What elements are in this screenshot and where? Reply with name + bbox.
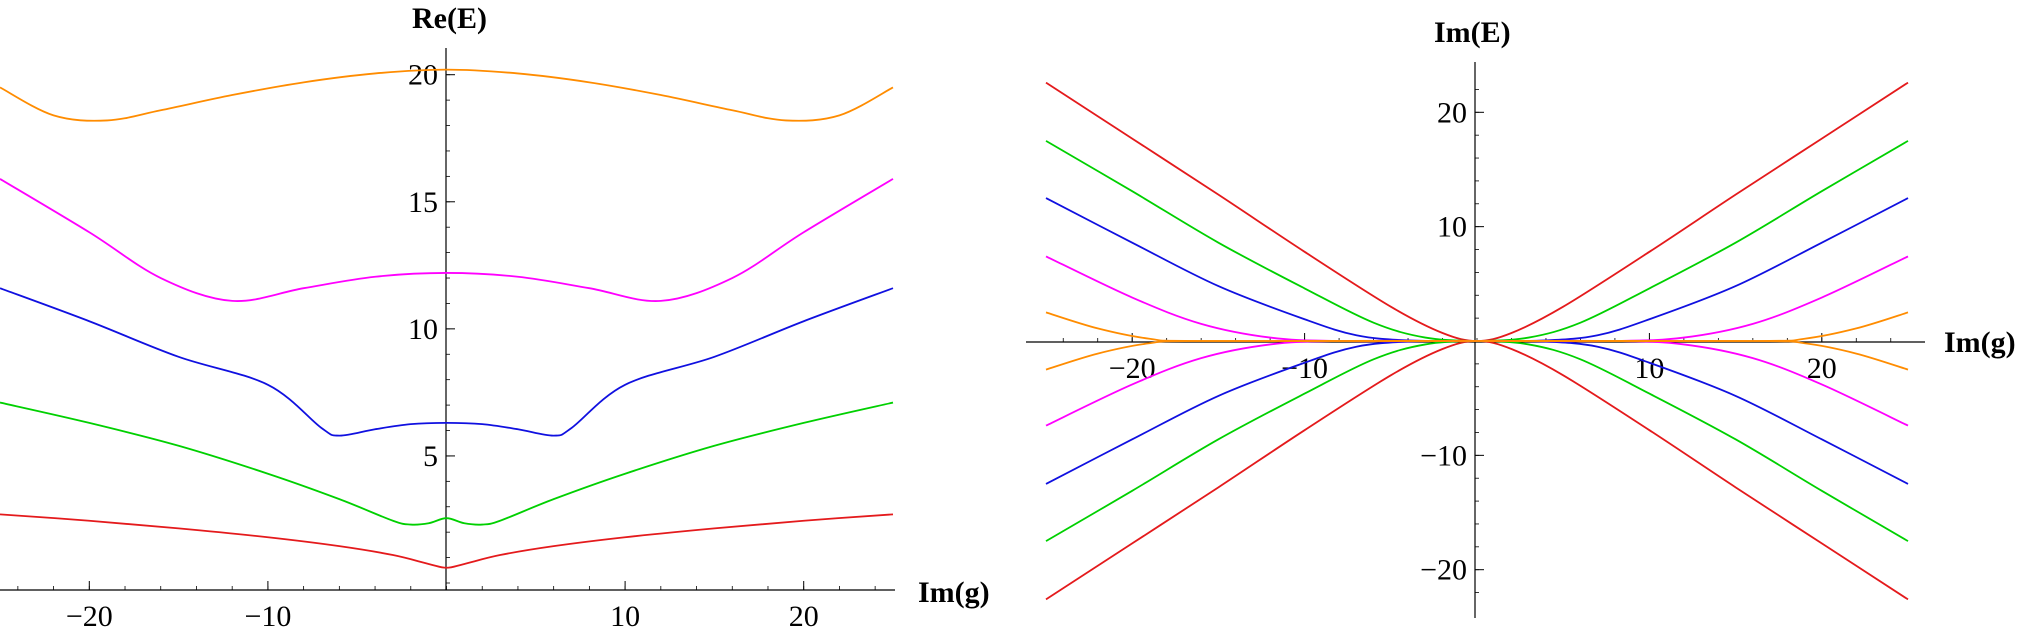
left-x-tick-label: −10	[244, 600, 291, 633]
left-x-tick-label: 10	[610, 600, 640, 633]
right-y-tick-label: 20	[1437, 96, 1467, 129]
right-series-line-4	[1045, 197, 1909, 342]
left-chart-re-e: Re(E) Im(g) −20 −10 10 20 5 10 15 20	[0, 2, 990, 633]
left-y-tick-label: 15	[408, 186, 438, 219]
left-y-tick-label: 5	[423, 440, 438, 473]
right-x-axis-title: Im(g)	[1944, 326, 2016, 359]
left-series-line-4	[0, 68, 894, 122]
left-series-line-1	[0, 401, 894, 526]
right-y-axis-title: Im(E)	[1434, 16, 1511, 49]
right-series-line-0	[1045, 81, 1909, 342]
left-y-tick-label: 10	[408, 313, 438, 346]
right-y-tick-label: −20	[1420, 554, 1467, 587]
left-series-line-3	[0, 178, 894, 302]
left-series-group	[0, 68, 894, 569]
right-y-tick-label: 10	[1437, 211, 1467, 244]
left-x-tick-label: −20	[66, 600, 113, 633]
right-series-line-3	[1045, 340, 1909, 542]
right-series-line-9	[1045, 339, 1909, 371]
right-x-tick-label: −20	[1109, 352, 1156, 385]
left-series-line-2	[0, 287, 894, 437]
right-series-line-5	[1045, 340, 1909, 485]
right-series-line-7	[1045, 339, 1909, 427]
right-series-group	[1045, 81, 1909, 601]
right-x-tick-label: 10	[1634, 352, 1664, 385]
left-x-axis-title: Im(g)	[918, 576, 990, 609]
right-series-line-8	[1045, 311, 1909, 343]
left-series-line-0	[0, 513, 894, 569]
right-series-line-6	[1045, 255, 1909, 343]
left-y-tick-label: 20	[408, 59, 438, 92]
right-series-line-2	[1045, 140, 1909, 342]
right-series-line-1	[1045, 340, 1909, 601]
left-x-tick-label: 20	[789, 600, 819, 633]
left-ticks: −20 −10 10 20 5 10 15 20	[17, 59, 876, 633]
left-y-axis-title: Re(E)	[412, 2, 487, 35]
right-y-tick-label: −10	[1420, 439, 1467, 472]
